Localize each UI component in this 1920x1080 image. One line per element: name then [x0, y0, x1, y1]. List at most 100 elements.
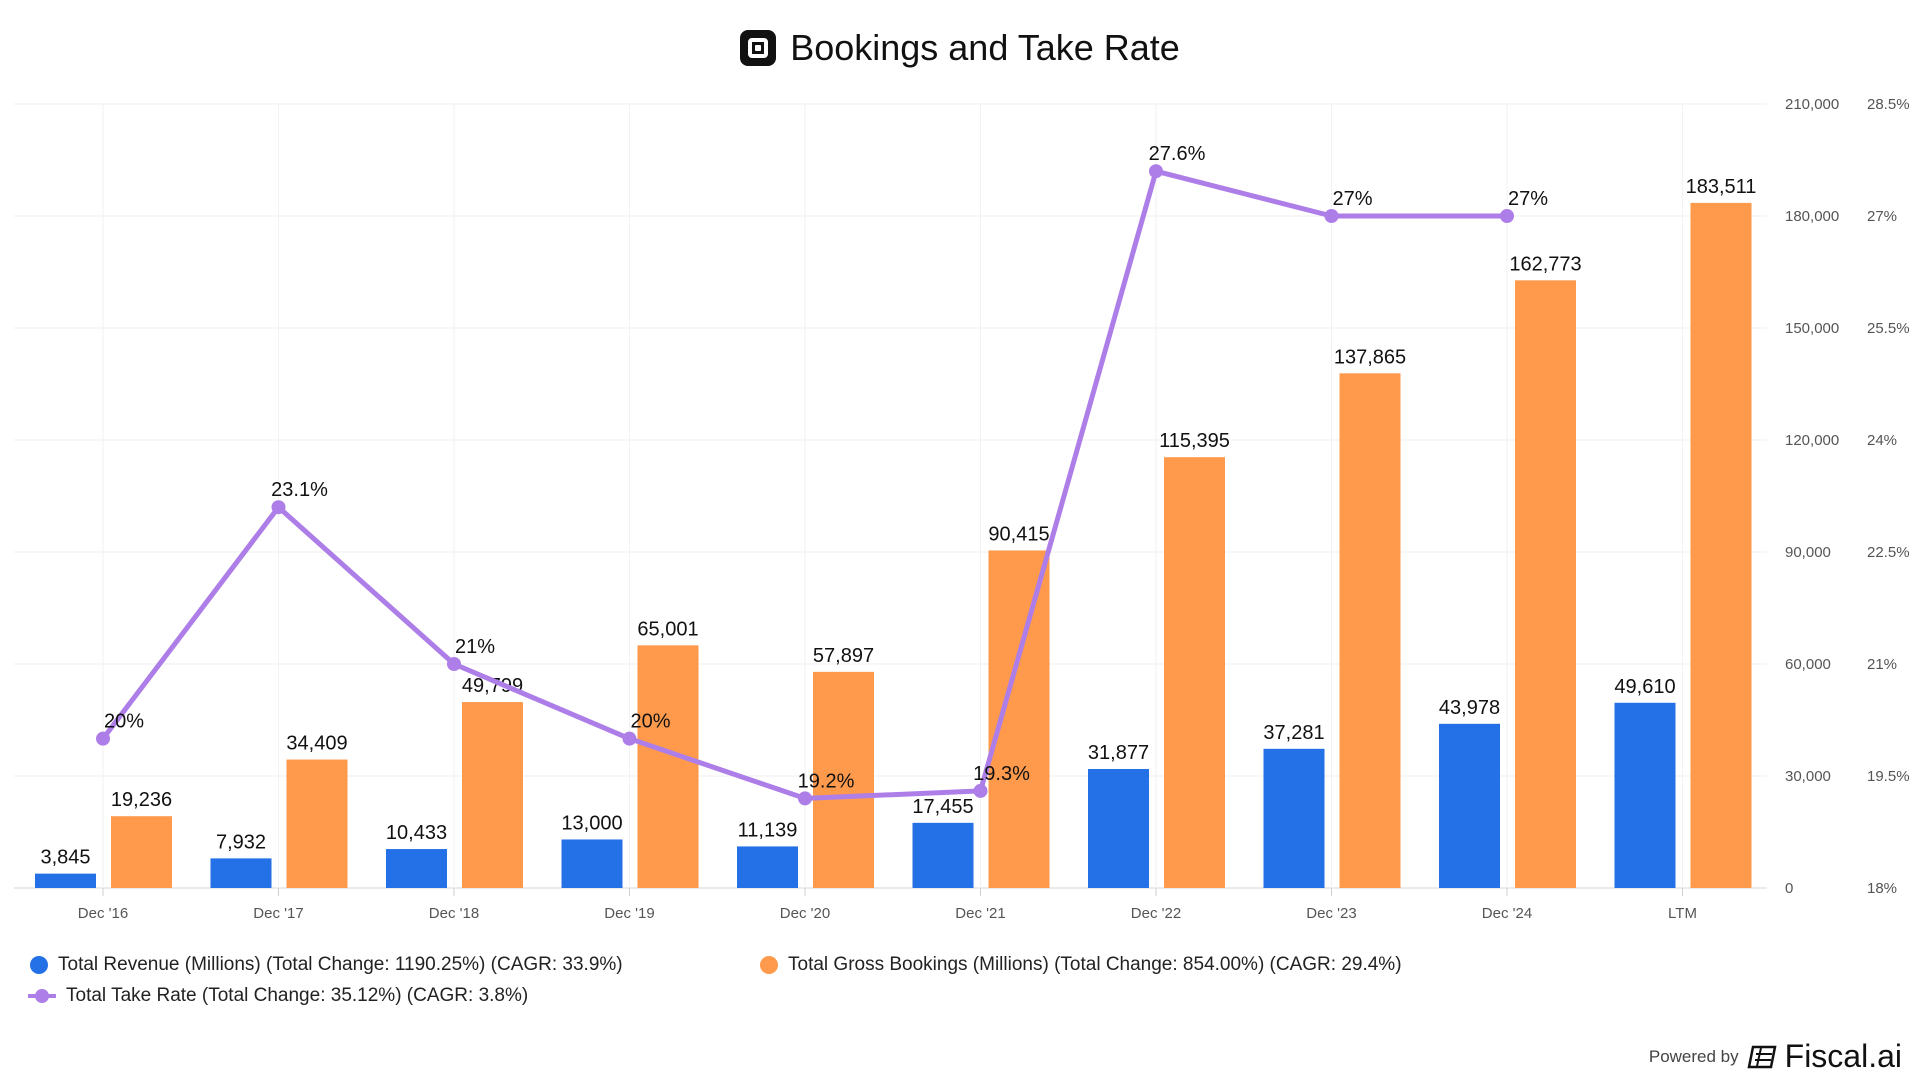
- take-rate-point: [973, 783, 988, 798]
- y-left-tick-label: 210,000: [1785, 96, 1839, 113]
- y-right-tick-label: 22.5%: [1867, 544, 1910, 561]
- bookings-bar: [813, 671, 874, 888]
- revenue-bar: [1439, 723, 1500, 888]
- bookings-data-label: 115,395: [1159, 430, 1230, 452]
- bookings-data-label: 162,773: [1509, 253, 1581, 275]
- y-right-tick-label: 24%: [1867, 432, 1897, 449]
- y-left-tick-label: 0: [1785, 880, 1793, 897]
- x-tick-label: Dec '20: [780, 905, 830, 922]
- bookings-bar: [1690, 202, 1752, 888]
- x-tick-label: Dec '18: [429, 905, 479, 922]
- take-rate-point: [1324, 209, 1339, 223]
- x-tick-label: Dec '21: [955, 905, 1005, 922]
- x-tick-label: Dec '16: [78, 905, 128, 922]
- take-rate-data-label: 20%: [104, 711, 144, 733]
- take-rate-data-label: 27%: [1508, 188, 1548, 210]
- bookings-bar: [988, 550, 1050, 888]
- take-rate-point: [447, 657, 461, 671]
- x-tick-label: Dec '19: [604, 905, 654, 922]
- revenue-data-label: 3,845: [40, 847, 90, 869]
- bookings-bar: [1164, 457, 1225, 888]
- x-tick-label: Dec '17: [253, 905, 303, 922]
- revenue-data-label: 37,281: [1263, 722, 1324, 744]
- x-tick-label: Dec '23: [1306, 905, 1356, 922]
- revenue-bar: [386, 849, 447, 888]
- take-rate-data-label: 19.2%: [798, 770, 855, 792]
- brand-name: Fiscal.ai: [1784, 1038, 1902, 1074]
- bookings-data-label: 137,865: [1334, 346, 1406, 368]
- bookings-bar: [1339, 373, 1401, 889]
- powered-by-footer: Powered by Fiscal.ai: [1649, 1038, 1902, 1075]
- revenue-data-label: 11,139: [738, 819, 798, 841]
- take-rate-data-label: 19.3%: [973, 763, 1030, 785]
- y-right-tick-label: 28.5%: [1867, 96, 1910, 113]
- take-rate-point: [798, 791, 812, 806]
- bookings-data-label: 90,415: [988, 523, 1049, 545]
- bookings-data-label: 65,001: [637, 618, 698, 640]
- revenue-bar: [1263, 748, 1325, 888]
- bookings-bar: [462, 702, 523, 888]
- legend-bookings-label: Total Gross Bookings (Millions) (Total C…: [788, 954, 1402, 975]
- take-rate-data-label: 21%: [455, 636, 495, 658]
- y-left-tick-label: 60,000: [1785, 656, 1831, 673]
- y-left-tick-label: 30,000: [1785, 768, 1831, 785]
- revenue-data-label: 43,978: [1439, 697, 1500, 719]
- legend-take-rate-marker-icon: [28, 987, 56, 1005]
- revenue-data-label: 17,455: [912, 796, 973, 818]
- y-right-tick-label: 27%: [1867, 208, 1897, 225]
- bookings-data-label: 49,799: [462, 675, 523, 697]
- revenue-bar: [1088, 768, 1149, 888]
- y-right-tick-label: 19.5%: [1867, 768, 1910, 785]
- x-tick-label: Dec '22: [1131, 905, 1181, 922]
- revenue-data-label: 49,610: [1614, 676, 1675, 698]
- y-left-tick-label: 180,000: [1785, 208, 1839, 225]
- fiscal-logo-icon: [1747, 1045, 1777, 1068]
- x-tick-label: LTM: [1668, 905, 1697, 922]
- x-tick-label: Dec '24: [1482, 905, 1532, 922]
- bookings-bar: [637, 645, 699, 888]
- legend-item-take-rate[interactable]: Total Take Rate (Total Change: 35.12%) (…: [28, 985, 528, 1007]
- y-right-tick-label: 25.5%: [1867, 320, 1910, 337]
- bookings-data-label: 183,511: [1686, 176, 1757, 198]
- revenue-bar: [1614, 702, 1676, 888]
- legend-item-revenue[interactable]: Total Revenue (Millions) (Total Change: …: [30, 954, 623, 976]
- revenue-bar: [912, 822, 974, 888]
- y-left-tick-label: 150,000: [1785, 320, 1839, 337]
- take-rate-data-label: 23.1%: [271, 479, 328, 501]
- revenue-bar: [210, 858, 272, 888]
- bookings-data-label: 19,236: [111, 789, 172, 811]
- take-rate-point: [271, 500, 286, 515]
- revenue-data-label: 13,000: [561, 812, 622, 834]
- take-rate-point: [622, 731, 637, 746]
- take-rate-data-label: 20%: [630, 711, 670, 733]
- legend-revenue-marker-icon: [30, 956, 48, 974]
- legend-revenue-label: Total Revenue (Millions) (Total Change: …: [58, 954, 623, 975]
- take-rate-data-label: 27.6%: [1149, 143, 1206, 165]
- bookings-bar: [286, 759, 348, 888]
- take-rate-point: [1149, 164, 1163, 179]
- take-rate-data-label: 27%: [1332, 188, 1372, 210]
- bookings-data-label: 34,409: [286, 733, 347, 755]
- y-right-tick-label: 18%: [1867, 880, 1897, 897]
- revenue-bar: [737, 846, 798, 888]
- y-right-tick-label: 21%: [1867, 656, 1897, 673]
- revenue-bar: [561, 839, 623, 888]
- chart-title: Bookings and Take Rate: [790, 27, 1180, 68]
- y-left-tick-label: 90,000: [1785, 544, 1831, 561]
- bookings-data-label: 57,897: [813, 645, 874, 667]
- revenue-bar: [35, 873, 96, 888]
- bookings-bar: [1515, 280, 1576, 888]
- revenue-data-label: 7,932: [216, 831, 266, 853]
- revenue-data-label: 31,877: [1088, 742, 1149, 764]
- legend-bookings-marker-icon: [760, 956, 778, 974]
- chart-title-wrap: Bookings and Take Rate: [0, 24, 1920, 72]
- legend-take-rate-label: Total Take Rate (Total Change: 35.12%) (…: [66, 985, 529, 1006]
- y-left-tick-label: 120,000: [1785, 432, 1839, 449]
- take-rate-point: [96, 731, 110, 746]
- legend-item-bookings[interactable]: Total Gross Bookings (Millions) (Total C…: [760, 954, 1402, 976]
- square-logo-icon: [740, 30, 777, 66]
- bookings-take-rate-chart: 0 30,000 60,000 90,000 120,000 150,000 180,000…: [14, 96, 1910, 922]
- revenue-data-label: 10,433: [386, 822, 447, 844]
- bookings-bar: [111, 816, 172, 888]
- take-rate-point: [1500, 209, 1514, 223]
